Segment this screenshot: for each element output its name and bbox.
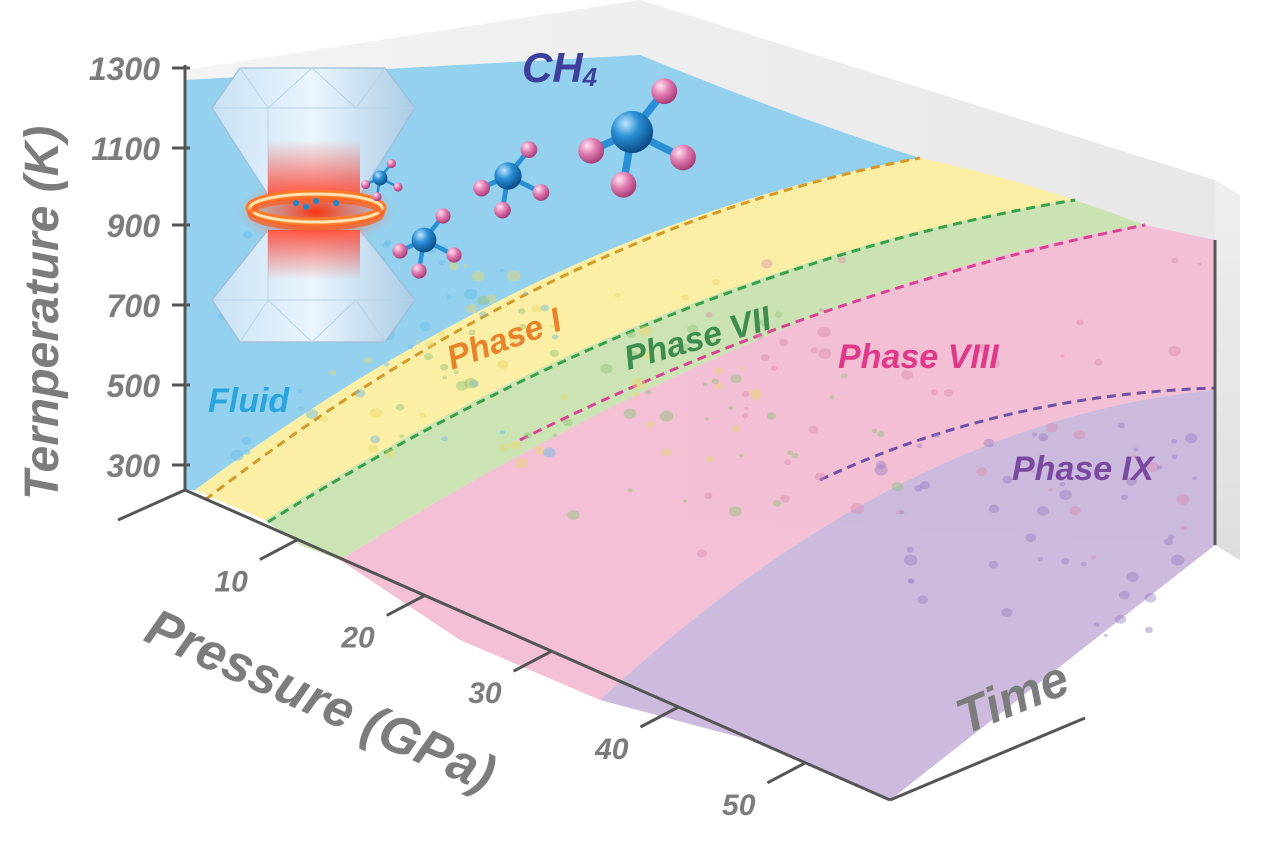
pressure-tick [639, 705, 680, 729]
phase7-region [265, 200, 1145, 560]
methane-molecule-icon [392, 208, 462, 279]
time-axis-line [889, 716, 1086, 802]
boundary-fluid-phase1 [204, 156, 921, 502]
phase8-region [340, 225, 1215, 700]
temperature-tick-label: 900 [107, 208, 161, 244]
pressure-tick-label: 40 [594, 733, 629, 766]
pressure-tick [386, 594, 426, 617]
base-left-line [117, 488, 186, 522]
methane-molecule-icon [578, 78, 696, 198]
phase1-region [195, 158, 1075, 520]
methane-molecule-icon [473, 141, 550, 219]
ch4-formula-subscript: 4 [582, 62, 598, 92]
right-panel [1215, 180, 1240, 560]
diamond-anvil-cell-icon [211, 67, 416, 343]
ch4-formula: CH4 [522, 44, 598, 92]
boundary-phase1-phase7 [267, 198, 1076, 524]
pressure-tick-label: 20 [340, 621, 375, 654]
methane-molecules [361, 78, 696, 279]
temperature-axis-title: Ternperature (K) [16, 126, 69, 500]
methane-molecule-icon [361, 159, 403, 202]
temperature-tick-label: 700 [107, 288, 161, 324]
phase-label-phase8: Phase VIII [838, 338, 1000, 376]
pressure-ticks: 10 20 30 40 50 [214, 538, 807, 822]
bubbles-decoration [217, 231, 1202, 638]
pressure-axis-line [184, 488, 891, 802]
temperature-ticks: 300 500 700 900 1100 1300 [89, 51, 190, 484]
temperature-tick-label: 500 [107, 368, 161, 404]
pressure-tick [766, 761, 807, 785]
pressure-tick-label: 30 [468, 677, 502, 710]
temperature-tick-label: 1300 [89, 51, 160, 87]
phase9-region [600, 390, 1215, 800]
ch4-formula-main: CH [522, 44, 584, 91]
pressure-tick-label: 10 [214, 566, 248, 599]
axes [117, 65, 1217, 802]
phase-boundaries [204, 156, 1216, 524]
boundary-phase7-phase8 [519, 223, 1146, 442]
phase-label-phase9: Phase IX [1012, 450, 1156, 488]
temperature-tick-label: 1100 [91, 131, 160, 167]
pressure-tick-label: 50 [722, 789, 756, 822]
pressure-tick [512, 649, 553, 673]
phase-label-fluid: Fluid [208, 382, 290, 420]
temperature-tick-label: 300 [107, 448, 161, 484]
pressure-tick [259, 538, 299, 561]
boundary-phase8-phase9 [819, 386, 1216, 482]
